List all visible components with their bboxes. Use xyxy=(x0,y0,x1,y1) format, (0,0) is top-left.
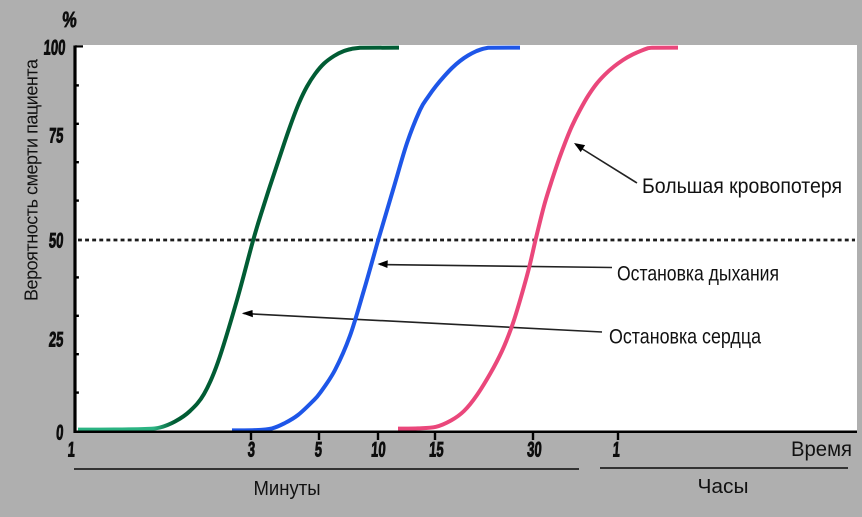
svg-text:25: 25 xyxy=(48,327,64,351)
svg-text:Большая кровопотеря: Большая кровопотеря xyxy=(642,174,842,198)
svg-text:%: % xyxy=(61,8,78,33)
svg-text:5: 5 xyxy=(314,437,323,461)
svg-text:Остановка сердца: Остановка сердца xyxy=(609,325,761,349)
svg-text:Минуты: Минуты xyxy=(254,478,321,500)
svg-text:Часы: Часы xyxy=(698,476,749,498)
svg-text:Вероятность смерти пациента: Вероятность смерти пациента xyxy=(22,58,42,301)
svg-text:1: 1 xyxy=(67,437,76,461)
svg-text:10: 10 xyxy=(370,437,386,461)
svg-text:3: 3 xyxy=(247,437,256,461)
svg-text:Остановка дыхания: Остановка дыхания xyxy=(617,262,779,286)
svg-text:75: 75 xyxy=(48,123,64,147)
svg-text:1: 1 xyxy=(612,437,621,461)
svg-text:15: 15 xyxy=(428,437,444,461)
svg-text:Время: Время xyxy=(791,438,852,461)
svg-text:30: 30 xyxy=(526,437,542,461)
svg-text:50: 50 xyxy=(48,228,64,252)
svg-text:0: 0 xyxy=(55,420,64,444)
svg-text:100: 100 xyxy=(43,35,66,59)
